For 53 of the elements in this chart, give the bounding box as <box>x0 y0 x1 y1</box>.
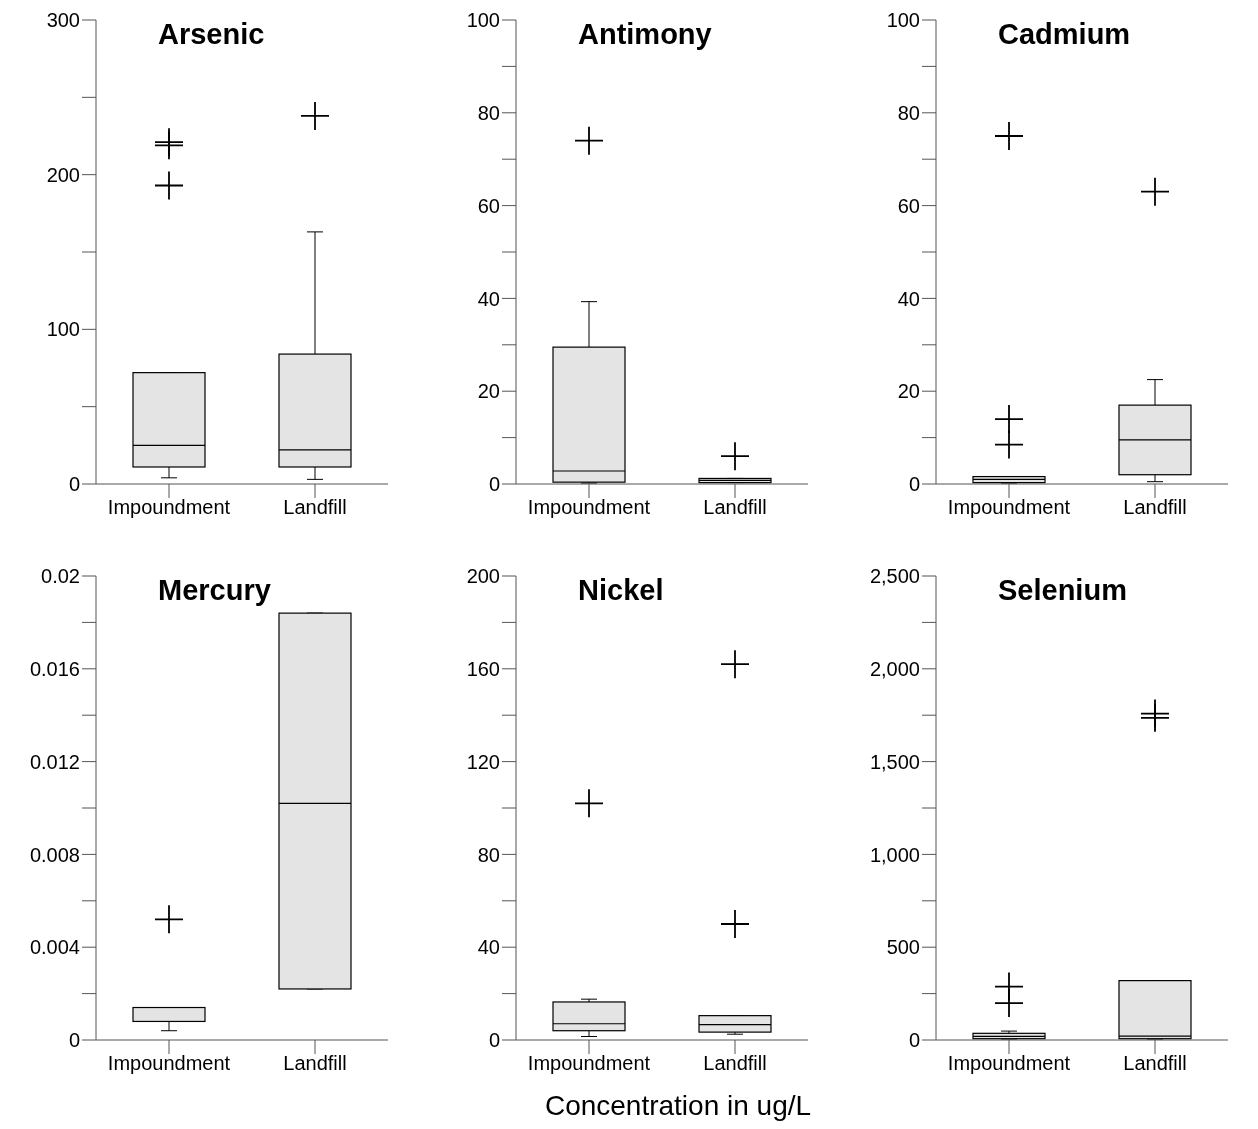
y-tick-label: 2,500 <box>869 565 920 588</box>
y-tick-label: 20 <box>897 380 920 403</box>
y-tick-label: 0 <box>908 473 920 496</box>
y-tick-label: 2,000 <box>869 657 920 680</box>
y-tick-label: 0 <box>488 473 500 496</box>
y-tick-label: 80 <box>477 101 500 124</box>
x-tick-label: Impoundment <box>107 496 231 519</box>
x-tick-label: Landfill <box>283 496 347 519</box>
y-tick-label: 500 <box>886 936 920 959</box>
y-tick-label: 0 <box>68 1029 80 1052</box>
x-tick-label: Landfill <box>283 1052 347 1075</box>
y-tick-label: 100 <box>466 9 500 32</box>
chart-title: Antimony <box>578 18 712 51</box>
x-axis-title: Concentration in ug/L <box>543 1090 813 1122</box>
y-tick-label: 40 <box>477 936 500 959</box>
chart-title: Arsenic <box>158 18 265 51</box>
y-tick-label: 80 <box>897 101 920 124</box>
x-tick-label: Landfill <box>1123 1052 1187 1075</box>
chart-title: Cadmium <box>998 18 1131 51</box>
x-tick-label: Impoundment <box>527 496 651 519</box>
y-tick-label: 60 <box>477 194 500 217</box>
y-tick-label: 0.012 <box>29 750 80 773</box>
y-tick-label: 0.004 <box>29 936 80 959</box>
y-tick-label: 40 <box>477 287 500 310</box>
y-tick-label: 1,000 <box>869 843 920 866</box>
y-tick-label: 200 <box>46 163 80 186</box>
y-tick-label: 0 <box>908 1029 920 1052</box>
chart-title: Nickel <box>578 574 664 607</box>
y-tick-label: 300 <box>46 9 80 32</box>
x-tick-label: Impoundment <box>947 1052 1071 1075</box>
y-tick-label: 1,500 <box>869 750 920 773</box>
x-tick-label: Impoundment <box>527 1052 651 1075</box>
y-tick-label: 40 <box>897 287 920 310</box>
y-tick-label: 160 <box>466 657 500 680</box>
y-tick-label: 80 <box>477 843 500 866</box>
y-tick-label: 0 <box>68 473 80 496</box>
y-tick-label: 200 <box>466 565 500 588</box>
x-tick-label: Landfill <box>1123 496 1187 519</box>
y-tick-label: 0.008 <box>29 843 80 866</box>
y-tick-label: 60 <box>897 194 920 217</box>
y-tick-label: 20 <box>477 380 500 403</box>
y-tick-label: 0.02 <box>41 565 80 588</box>
y-tick-label: 0 <box>488 1029 500 1052</box>
y-tick-label: 100 <box>46 318 80 341</box>
y-tick-label: 0.016 <box>29 657 80 680</box>
y-tick-label: 100 <box>886 9 920 32</box>
x-tick-label: Impoundment <box>107 1052 231 1075</box>
x-tick-label: Impoundment <box>947 496 1071 519</box>
x-tick-label: Landfill <box>703 496 767 519</box>
chart-title: Selenium <box>998 574 1127 607</box>
chart-title: Mercury <box>158 574 271 607</box>
y-tick-label: 120 <box>466 750 500 773</box>
x-tick-label: Landfill <box>703 1052 767 1075</box>
